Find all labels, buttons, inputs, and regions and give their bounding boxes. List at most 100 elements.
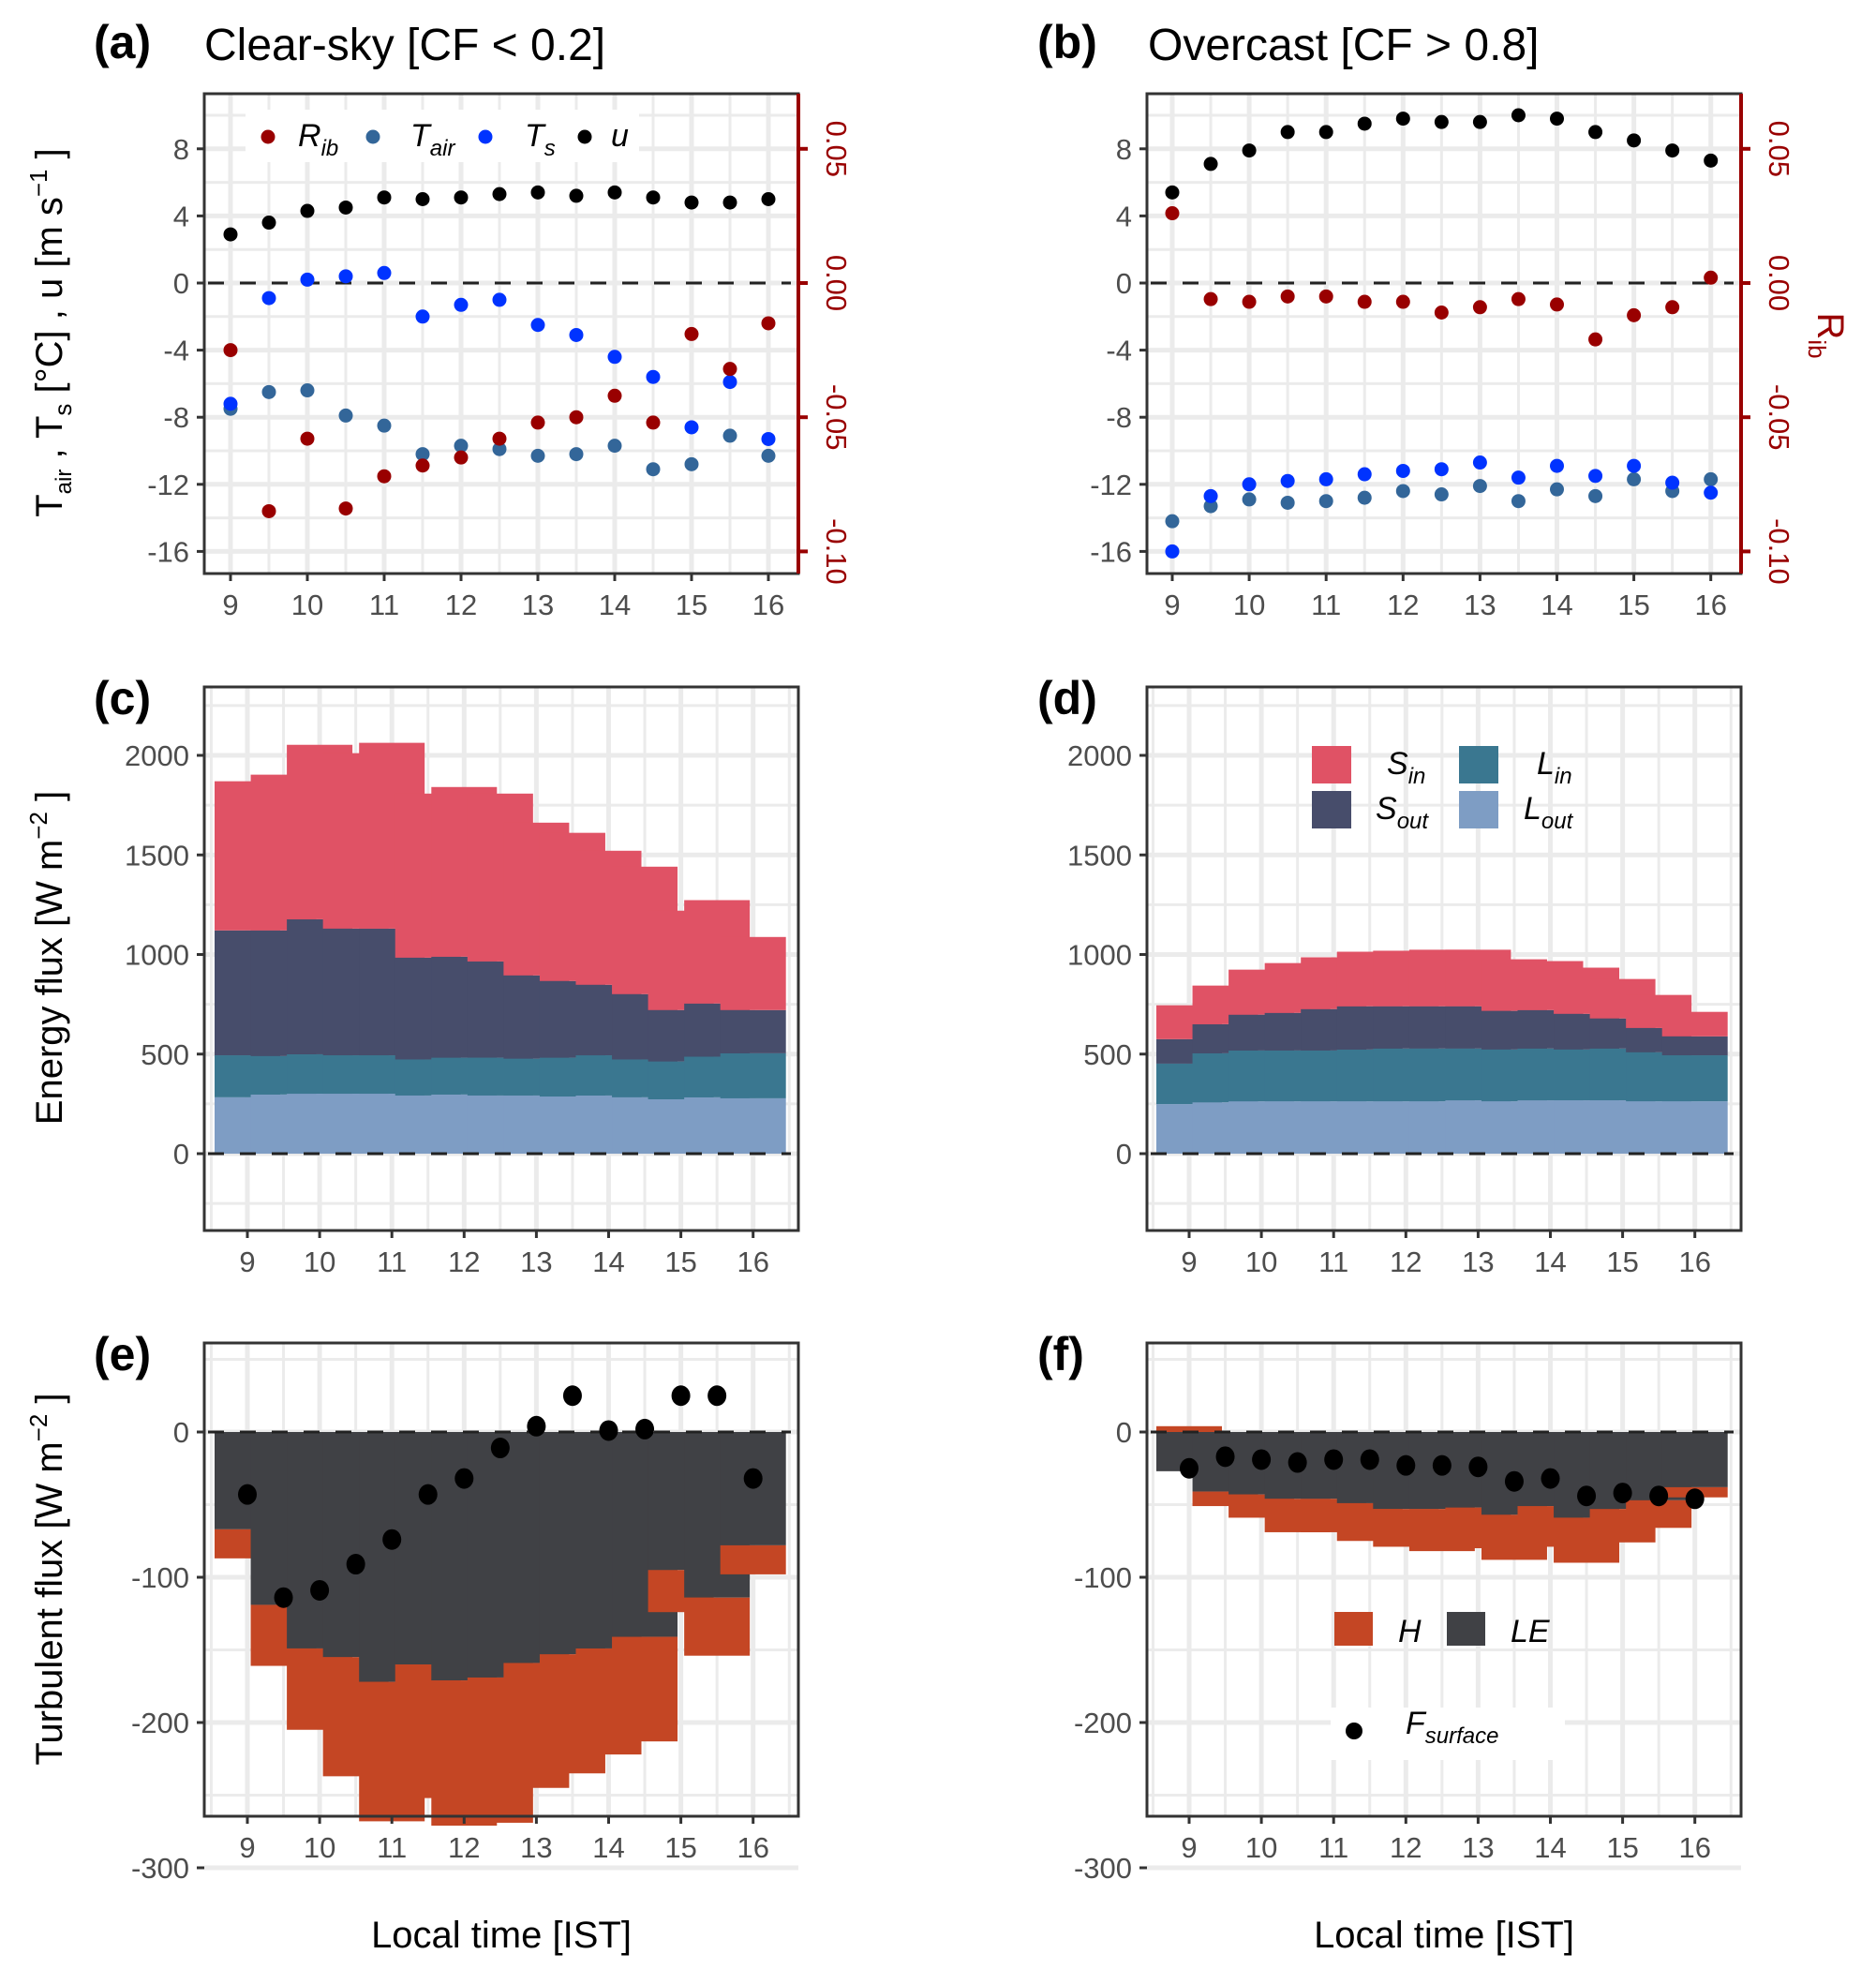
x-tick-label: 10 xyxy=(304,1831,335,1864)
point-f-surface xyxy=(1180,1457,1199,1479)
bar-l-in xyxy=(720,1052,786,1098)
point-f-surface xyxy=(1215,1446,1235,1468)
point-t-s xyxy=(1511,470,1526,485)
point-f-surface xyxy=(1577,1485,1597,1507)
y2-tick-label: 0.05 xyxy=(1763,121,1795,177)
point-u xyxy=(1395,112,1410,127)
point-t-air xyxy=(338,408,353,423)
point-t-s xyxy=(1280,473,1295,488)
legend-key-f-surface xyxy=(1346,1723,1362,1739)
point-r-ib xyxy=(300,431,315,446)
plot-border xyxy=(1145,685,1743,1232)
x-tick-label: 9 xyxy=(222,589,238,621)
x-tick-label: 13 xyxy=(522,589,554,621)
point-f-surface xyxy=(635,1418,655,1439)
y-tick-label: 0 xyxy=(173,1138,189,1171)
y-tick-label: 0 xyxy=(1116,1416,1132,1449)
point-u xyxy=(1242,143,1257,158)
x-axis-title-f: Local time [IST] xyxy=(1314,1915,1574,1956)
point-t-air xyxy=(1588,488,1603,503)
point-r-ib xyxy=(1203,291,1218,306)
point-u xyxy=(1318,125,1333,140)
y2-tick-label: -0.10 xyxy=(820,518,853,585)
point-u xyxy=(646,190,661,205)
y-tick-label: 1000 xyxy=(125,939,189,972)
point-t-air xyxy=(1550,482,1564,497)
point-f-surface xyxy=(1541,1468,1560,1489)
x-tick-label: 11 xyxy=(1311,589,1341,621)
point-u xyxy=(761,192,776,206)
point-u xyxy=(454,190,469,205)
legend-key-rib xyxy=(261,129,275,144)
legend-label: Ts xyxy=(525,118,556,161)
point-r-ib xyxy=(261,503,276,518)
point-u xyxy=(1704,153,1719,168)
point-t-air xyxy=(377,418,392,433)
point-r-ib xyxy=(530,415,545,430)
point-u xyxy=(1357,116,1372,131)
point-t-air xyxy=(492,441,507,456)
point-u xyxy=(223,227,238,242)
x-tick-label: 12 xyxy=(1390,1831,1422,1864)
point-t-s xyxy=(454,297,469,312)
point-t-s xyxy=(1434,462,1449,477)
legend-key-lin xyxy=(1459,746,1498,783)
point-t-s xyxy=(1318,471,1333,486)
x-tick-label: 14 xyxy=(1541,589,1572,621)
x-tick-label: 11 xyxy=(1318,1246,1348,1278)
y-tick-label: -300 xyxy=(131,1852,189,1885)
point-f-surface xyxy=(1288,1452,1307,1473)
y-tick-label: 8 xyxy=(173,133,189,166)
x-tick-label: 11 xyxy=(369,589,399,621)
panel-e-plot: 0 -100 -200 -300 9 10 11 12 13 14 15 16 xyxy=(131,1341,800,1885)
panel-d-plot: 2000 1500 1000 500 0 9 10 11 12 13 14 15 16 xyxy=(1067,685,1743,1278)
point-t-s xyxy=(646,369,661,384)
panel-title-a: Clear-sky [CF < 0.2] xyxy=(204,21,605,70)
point-t-air xyxy=(1704,471,1719,486)
panel-label-d: (d) xyxy=(1037,672,1097,724)
point-u xyxy=(492,186,507,201)
point-r-ib xyxy=(1550,297,1564,312)
point-t-air xyxy=(1627,471,1642,486)
panel-c-plot: 2000 1500 1000 500 0 9 10 11 12 13 14 15 16 xyxy=(125,685,800,1278)
point-u xyxy=(1434,114,1449,129)
legend-key-h xyxy=(1334,1612,1373,1646)
legend-label: Sin xyxy=(1387,746,1425,789)
point-f-surface xyxy=(490,1438,510,1459)
panel-label-b: (b) xyxy=(1037,16,1097,68)
svg-text:Tair , Ts [°C] , u [m s−1 ]: Tair , Ts [°C] , u [m s−1 ] xyxy=(24,148,77,517)
point-r-ib xyxy=(569,410,584,425)
point-f-surface xyxy=(238,1484,257,1505)
point-f-surface xyxy=(1324,1449,1344,1470)
legend-key-lout xyxy=(1459,791,1498,828)
bar-s-out xyxy=(1661,1036,1728,1056)
x-tick-label: 15 xyxy=(664,1246,696,1278)
x-tick-label: 14 xyxy=(599,589,631,621)
point-u xyxy=(1203,157,1218,172)
panel-label-c: (c) xyxy=(94,672,151,724)
point-r-ib xyxy=(646,415,661,430)
point-f-surface xyxy=(527,1415,546,1437)
point-t-s xyxy=(1203,488,1218,503)
point-r-ib xyxy=(377,469,392,484)
y2-tick-label: -0.05 xyxy=(820,384,853,451)
x-tick-label: 13 xyxy=(1464,589,1496,621)
point-r-ib xyxy=(223,343,238,358)
x-tick-label: 14 xyxy=(592,1831,624,1864)
y-tick-label: 4 xyxy=(173,200,189,232)
y-tick-label: -8 xyxy=(163,401,189,434)
legend-label: Sout xyxy=(1376,791,1429,834)
x-tick-label: 9 xyxy=(1181,1831,1197,1864)
point-f-surface xyxy=(418,1484,438,1505)
x-tick-label: 15 xyxy=(1606,1831,1638,1864)
point-u xyxy=(1165,185,1180,200)
point-t-s xyxy=(261,291,276,306)
point-f-surface xyxy=(1360,1449,1379,1470)
panel-label-e: (e) xyxy=(94,1328,151,1380)
point-f-surface xyxy=(1504,1470,1524,1492)
panel-b-plot: 8 4 0 -4 -8 -12 -16 9 10 11 12 13 14 15 16 0.05 0.00 -0.0… xyxy=(1090,92,1795,621)
y-tick-label: -4 xyxy=(1106,335,1132,367)
point-t-s xyxy=(1550,458,1564,473)
x-tick-label: 16 xyxy=(737,1246,768,1278)
